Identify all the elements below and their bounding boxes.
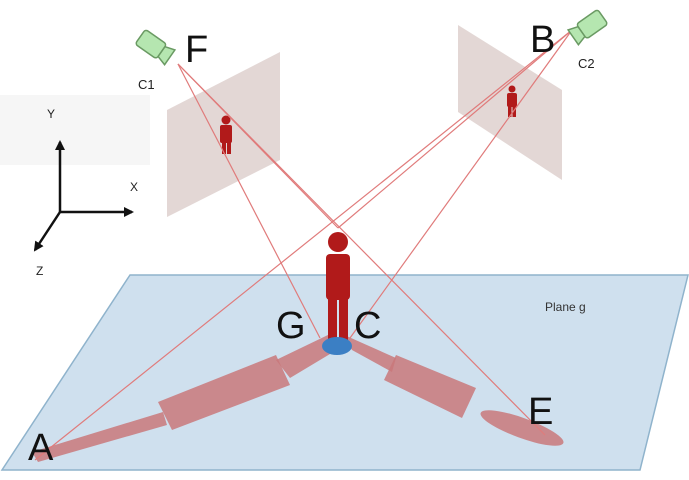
projected-person-c2 [507,85,517,117]
point-g-label: G [276,305,306,347]
camera-icon [135,29,177,66]
shadow-right [342,334,564,446]
plane-label: Plane g [545,300,586,314]
projected-person-c1 [220,115,232,154]
point-c-label: C [354,305,381,347]
point-e-label: E [528,391,553,433]
foot-point-marker [322,337,352,355]
axis-x-label: X [130,180,138,194]
projection-rays [34,29,573,461]
point-b-label: B [530,19,555,61]
axes-icon [33,140,134,252]
point-a-label: A [28,427,54,469]
point-f-label: F [185,29,208,71]
person-figure [326,232,350,340]
camera-2-label: C2 [578,56,595,71]
camera-icon [566,9,608,46]
axis-z-label: Z [36,264,43,278]
camera-1-label: C1 [138,77,155,92]
axis-y-label: Y [47,107,55,121]
backdrop-panel [0,95,150,165]
